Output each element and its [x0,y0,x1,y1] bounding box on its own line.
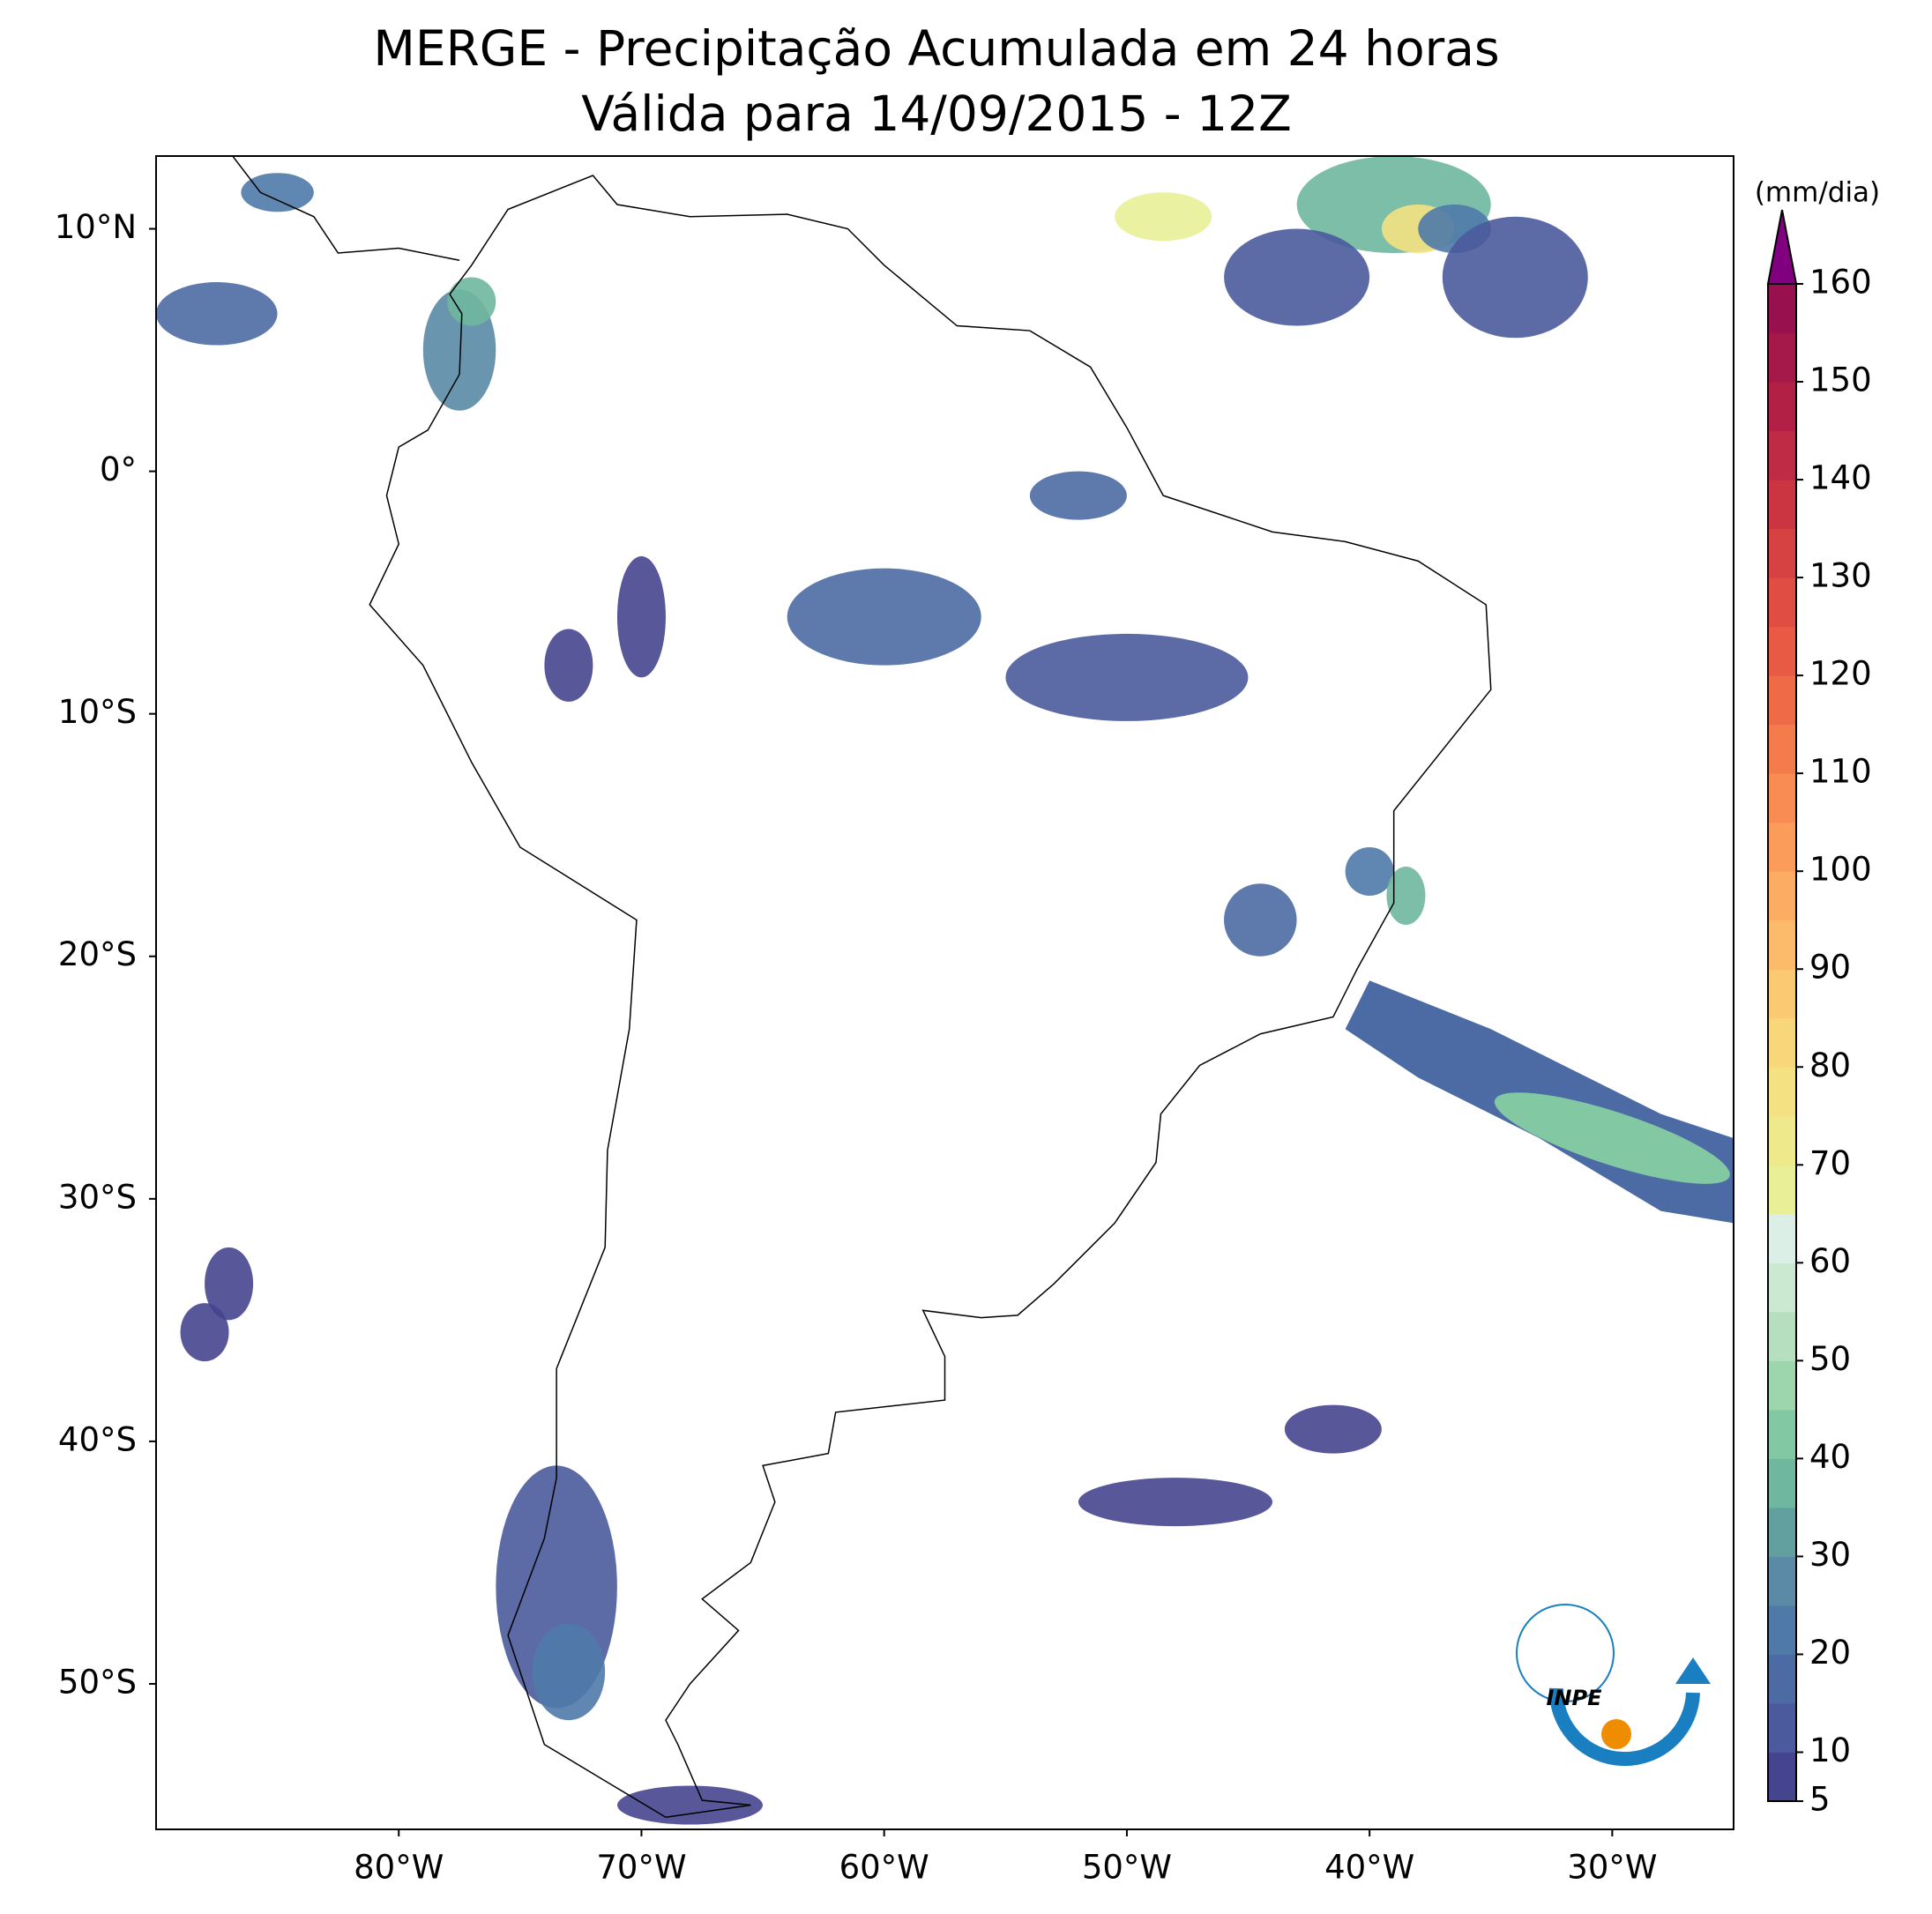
precip-area [616,555,666,678]
x-tick-label: 80°W [354,1849,444,1887]
colorbar-level [1768,1458,1796,1508]
colorbar-level [1768,773,1796,823]
y-tick-label: 40°S [58,1420,137,1458]
colorbar-frame [1767,283,1797,1802]
colorbar-level [1768,920,1796,970]
colorbar-level [1768,1115,1796,1166]
precip-area [241,173,314,212]
colorbar-tick-label: 90 [1809,949,1851,987]
title-line: MERGE - Precipitação Acumulada em 24 hor… [373,20,1499,77]
precip-area [1224,883,1297,957]
colorbar-level [1768,1262,1796,1313]
x-tick-label: 70°W [596,1849,686,1887]
colorbar-level [1768,724,1796,774]
colorbar-level [1768,1165,1796,1215]
precip-area [1029,471,1127,520]
colorbar-level [1768,1654,1796,1704]
y-tick-label: 10°S [58,693,137,731]
colorbar-tick-label: 140 [1809,459,1872,497]
colorbar-level [1768,969,1796,1019]
precip-area [1386,866,1426,925]
precip-area [1115,192,1212,242]
colorbar-level [1768,1017,1796,1068]
colorbar-tick-label: 40 [1809,1438,1851,1476]
map-area [156,156,1734,1825]
colorbar-level [1768,1360,1796,1411]
colorbar-level [1768,382,1796,432]
precip-core [1494,1092,1730,1184]
precip-area [205,1247,254,1321]
colorbar-extend [1766,209,1798,285]
precip-area [447,277,496,326]
colorbar-tick-label: 160 [1809,264,1872,302]
colorbar-tick-label: 50 [1809,1340,1851,1378]
precip-area [1442,216,1588,339]
colorbar-tick-label: 80 [1809,1046,1851,1084]
logo-dot [1601,1719,1631,1749]
colorbar-level [1768,1752,1796,1802]
colorbar-tick-label: 100 [1809,851,1872,889]
precip-area [532,1623,606,1721]
colorbar-tick-label: 110 [1809,753,1872,791]
logo-ring [1516,1604,1615,1702]
coastline [369,175,1492,1819]
colorbar-tick-label: 60 [1809,1242,1851,1280]
colorbar-level [1768,1311,1796,1361]
title-line: Válida para 14/09/2015 - 12Z [581,86,1292,142]
colorbar-level [1768,1213,1796,1263]
logo: INPE [1516,1604,1711,1766]
precip-area [180,1303,229,1362]
x-tick-label: 50°W [1082,1849,1172,1887]
precip-area [1224,228,1370,326]
colorbar-level [1768,675,1796,726]
colorbar-level [1768,528,1796,578]
y-tick-label: 20°S [58,935,137,973]
colorbar-tick-label: 20 [1809,1634,1851,1672]
x-tick-label: 60°W [839,1849,929,1887]
colorbar-level [1768,1409,1796,1459]
x-tick-label: 30°W [1567,1849,1657,1887]
colorbar-level [1768,1507,1796,1557]
colorbar-level [1768,577,1796,628]
colorbar-level [1768,480,1796,530]
y-tick-label: 30°S [58,1178,137,1216]
y-tick-label: 0° [100,451,137,488]
precip-area [1345,846,1394,896]
colorbar-tick-label: 70 [1809,1144,1851,1182]
precip-area [1284,1404,1382,1454]
colorbar-level [1768,284,1796,334]
colorbar-level [1768,1067,1796,1117]
coastline [231,156,460,262]
colorbar-level [1768,430,1796,480]
precip-area [544,629,593,702]
colorbar-level [1768,871,1796,921]
precip-area [1078,1478,1272,1527]
logo-arc [1548,1687,1700,1766]
colorbar-level [1768,822,1796,872]
logo-text: INPE [1547,1686,1603,1710]
colorbar-level [1768,1605,1796,1655]
colorbar-level [1768,1702,1796,1753]
precip-area [156,282,278,346]
y-tick-label: 50°S [58,1663,137,1701]
colorbar-level [1768,332,1796,383]
map-frame [155,155,1734,1830]
logo-arrow [1675,1657,1711,1684]
colorbar-level [1768,626,1796,676]
colorbar-unit: (mm/dia) [1755,177,1880,209]
colorbar-tick-label: 10 [1809,1732,1851,1769]
colorbar-tick-label: 130 [1809,557,1872,595]
y-tick-label: 10°N [55,208,137,246]
precip-area [1005,633,1249,721]
x-tick-label: 40°W [1324,1849,1414,1887]
precip-area [617,1785,764,1825]
colorbar-tick-label: 120 [1809,655,1872,693]
colorbar-tick-label: 150 [1809,361,1872,399]
colorbar-tick-label: 5 [1809,1781,1831,1819]
colorbar-level [1768,1556,1796,1606]
precip-area [787,568,981,666]
colorbar-tick-label: 30 [1809,1536,1851,1574]
